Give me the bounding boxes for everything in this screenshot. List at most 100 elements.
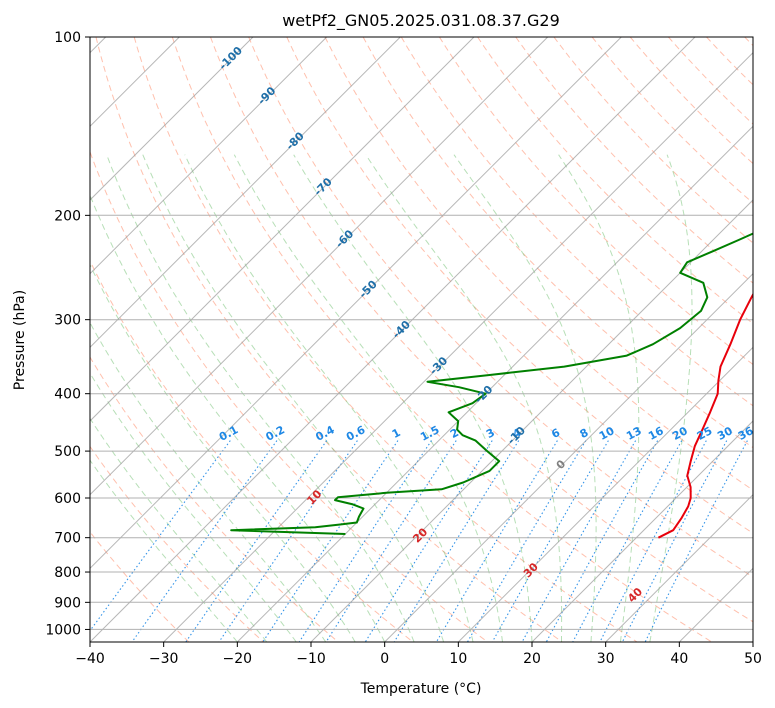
mixing-ratio-line bbox=[467, 440, 587, 642]
y-tick-label: 900 bbox=[54, 595, 81, 611]
mixing-ratio-line bbox=[131, 440, 278, 642]
isotherm-label: 0 bbox=[554, 457, 569, 472]
dry-adiabat-line bbox=[90, 356, 339, 642]
dry-adiabat-line bbox=[438, 37, 753, 366]
mixing-ratio-line bbox=[393, 440, 520, 642]
mixing-ratio-label: 6 bbox=[549, 426, 562, 441]
mixing-ratio-line bbox=[262, 440, 399, 642]
moist-adiabat-line bbox=[558, 154, 640, 642]
mixing-ratio-label: 0.2 bbox=[264, 423, 287, 444]
x-tick-label: 10 bbox=[449, 651, 467, 667]
mixing-ratio-label: 30 bbox=[715, 424, 735, 443]
moist-adiabat-line bbox=[142, 154, 445, 642]
isotherm-line bbox=[90, 37, 475, 422]
isotherm-line bbox=[678, 567, 753, 642]
dewpoint-profile-line bbox=[230, 232, 753, 535]
dry-adiabat-line bbox=[744, 37, 753, 47]
moist-adiabat-line bbox=[90, 417, 268, 642]
x-tick-label: −20 bbox=[223, 651, 253, 667]
profile-series bbox=[230, 232, 753, 539]
dry-adiabat-line bbox=[668, 37, 753, 125]
y-tick-label: 200 bbox=[54, 208, 81, 224]
dry-adiabat-line bbox=[90, 259, 414, 642]
plot-frame bbox=[89, 36, 754, 643]
y-axis-label: Pressure (hPa) bbox=[12, 290, 28, 390]
mixing-ratio-line bbox=[90, 440, 231, 632]
isotherm-line bbox=[236, 125, 753, 642]
y-axis: 100 200 300 400 500 600 700 800 900 1000 bbox=[45, 30, 90, 638]
dry-adiabat-line bbox=[400, 37, 753, 407]
dry-adiabat-line bbox=[171, 37, 712, 642]
mixing-ratio-line bbox=[621, 440, 728, 642]
y-tick-label: 300 bbox=[54, 313, 81, 329]
isotherm-line bbox=[605, 493, 753, 642]
moist-adiabat-line bbox=[90, 263, 356, 642]
x-tick-label: 40 bbox=[670, 651, 688, 667]
isotherm-label: -20 bbox=[472, 383, 495, 406]
isotherm-line bbox=[90, 37, 254, 201]
mixing-ratio-label: 8 bbox=[578, 426, 591, 441]
mixing-ratio-line bbox=[521, 440, 637, 642]
isotherm-label: -100 bbox=[216, 44, 245, 73]
mixing-ratio-label: 13 bbox=[624, 424, 644, 443]
dry-adiabat-line bbox=[210, 37, 753, 623]
mixing-ratio-label: 1 bbox=[390, 426, 403, 441]
isotherm-label: -80 bbox=[284, 129, 307, 152]
dry-adiabat-line bbox=[90, 150, 488, 642]
x-tick-label: 50 bbox=[744, 651, 762, 667]
moist-adiabat-line bbox=[90, 321, 327, 642]
y-tick-label: 500 bbox=[54, 444, 81, 460]
isotherm-line bbox=[90, 37, 401, 349]
x-tick-label: −10 bbox=[296, 651, 326, 667]
mixing-ratio-line bbox=[218, 440, 358, 642]
isotherm-label: -10 bbox=[505, 424, 528, 447]
mixing-ratio-label: 0.4 bbox=[313, 423, 337, 444]
moist-adiabat-line bbox=[365, 154, 563, 642]
mixing-ratio-label: 2 bbox=[448, 426, 461, 441]
grid-lines bbox=[90, 37, 753, 642]
moist-adiabat-line bbox=[90, 372, 297, 642]
isotherm-label: -50 bbox=[357, 277, 380, 300]
annotation-labels: 0.1 0.2 0.4 0.6 1 1.5 2 3 4 6 8 10 13 16 20 25 30 36-100-… bbox=[216, 44, 756, 605]
dry-adiabat-line bbox=[706, 37, 753, 86]
mixing-ratio-line bbox=[298, 440, 432, 642]
temperature-profile-line bbox=[657, 292, 753, 539]
mixing-ratio-label: 3 bbox=[484, 426, 497, 441]
moist-adiabat-line bbox=[293, 154, 533, 642]
y-tick-label: 100 bbox=[54, 30, 81, 46]
mixing-ratio-line bbox=[599, 440, 707, 642]
dry-adiabat-line bbox=[95, 37, 563, 642]
dry-adiabat-line bbox=[553, 37, 753, 244]
moist-adiabat-line bbox=[90, 459, 238, 642]
mixing-ratio-line bbox=[185, 440, 328, 642]
isotherm-line bbox=[90, 37, 696, 642]
isotherm-label: -40 bbox=[390, 318, 413, 341]
isotherm-line bbox=[384, 272, 753, 642]
isotherm-line bbox=[163, 51, 753, 642]
mixing-ratio-line bbox=[545, 440, 659, 642]
mixing-ratio-label: 10 bbox=[597, 424, 617, 443]
isotherm-line bbox=[310, 199, 753, 642]
x-tick-label: 20 bbox=[523, 651, 541, 667]
dry-adiabat-line bbox=[90, 445, 264, 642]
moist-adiabat-line bbox=[233, 154, 503, 642]
y-tick-label: 700 bbox=[54, 531, 81, 547]
isotherm-label: -70 bbox=[312, 175, 335, 198]
x-tick-label: 30 bbox=[597, 651, 615, 667]
dry-adiabat-line bbox=[591, 37, 753, 204]
moist-adiabat-line bbox=[453, 154, 597, 642]
isotherm-line bbox=[752, 641, 753, 642]
x-tick-label: 0 bbox=[380, 651, 389, 667]
y-tick-label: 1000 bbox=[45, 622, 81, 638]
isotherm-line bbox=[90, 37, 328, 275]
isotherm-label: -90 bbox=[255, 84, 278, 107]
isotherm-line bbox=[90, 37, 549, 496]
mixing-ratio-label: 0.6 bbox=[344, 423, 368, 444]
mixing-ratio-line bbox=[491, 440, 609, 642]
isotherm-label: -60 bbox=[333, 227, 356, 250]
mixing-ratio-label: 36 bbox=[736, 424, 756, 443]
chart-title: wetPf2_GN05.2025.031.08.37.G29 bbox=[282, 11, 560, 31]
y-tick-label: 600 bbox=[54, 491, 81, 507]
mixing-ratio-label: 25 bbox=[695, 424, 715, 443]
